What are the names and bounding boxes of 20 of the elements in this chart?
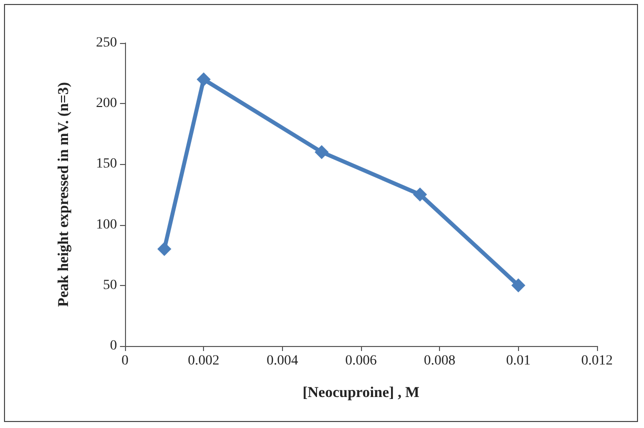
y-tick-label: 100 — [96, 217, 117, 232]
point — [157, 242, 172, 256]
point — [413, 188, 427, 202]
y-tick-label: 0 — [110, 338, 117, 354]
x-tick-label: 0.012 — [581, 354, 613, 368]
x-tick-label: 0.006 — [345, 354, 377, 368]
x-tick-label: 0.002 — [188, 354, 220, 368]
y-tick-label: 50 — [103, 278, 117, 293]
point — [196, 72, 211, 86]
y-axis-title: Peak height expressed in mV. (n=3) — [56, 82, 72, 307]
point — [314, 145, 329, 160]
y-tick-label: 150 — [96, 156, 117, 172]
y-tick-label: 250 — [96, 36, 117, 50]
x-tick-label: 0.008 — [424, 354, 456, 368]
x-tick-label: 0.01 — [506, 354, 531, 368]
x-tick-label: 0.004 — [266, 354, 298, 368]
x-tick-label: 0 — [122, 354, 128, 368]
point — [511, 278, 526, 292]
y-tick-label: 200 — [96, 96, 117, 112]
x-axis-title: [Neocuproine] , M — [302, 385, 420, 401]
